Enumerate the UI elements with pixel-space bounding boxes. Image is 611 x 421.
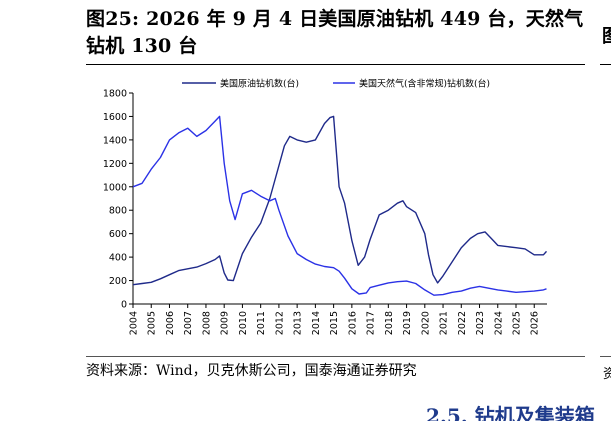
x-tick-label: 2024 bbox=[493, 311, 504, 335]
y-tick-label: 1400 bbox=[103, 135, 127, 146]
x-tick-label: 2007 bbox=[183, 311, 194, 335]
y-tick-label: 1200 bbox=[103, 159, 127, 170]
x-tick-label: 2017 bbox=[366, 311, 377, 335]
x-tick-label: 2012 bbox=[274, 311, 285, 335]
figure-title-line-1: 图25: 2026 年 9 月 4 日美国原油钻机 449 台，天然气 bbox=[86, 8, 584, 30]
x-tick-label: 2022 bbox=[457, 311, 468, 335]
x-tick-label: 2005 bbox=[147, 311, 158, 335]
chart-series bbox=[132, 115, 548, 296]
adjacent-top-rule bbox=[600, 64, 611, 65]
x-tick-label: 2014 bbox=[311, 311, 322, 335]
y-tick-label: 800 bbox=[109, 206, 127, 217]
figure-title: 图25: 2026 年 9 月 4 日美国原油钻机 449 台，天然气 钻机 1… bbox=[86, 6, 586, 60]
x-tick-label: 2008 bbox=[201, 311, 212, 335]
y-tick-label: 1800 bbox=[103, 89, 127, 100]
x-tick-label: 2019 bbox=[402, 311, 413, 335]
series-line-crude-oil-rigs bbox=[132, 115, 548, 286]
bottom-rule bbox=[86, 356, 585, 357]
adjacent-source-fragment: 资 bbox=[603, 367, 611, 382]
x-tick-label: 2009 bbox=[220, 311, 231, 335]
adjacent-bottom-rule bbox=[600, 356, 611, 357]
y-tick-label: 0 bbox=[121, 300, 127, 311]
x-tick-label: 2025 bbox=[511, 311, 522, 335]
x-tick-label: 2026 bbox=[530, 311, 541, 335]
source-note: 资料来源：Wind，贝克休斯公司，国泰海通证券研究 bbox=[86, 363, 417, 379]
x-tick-label: 2006 bbox=[165, 311, 176, 335]
figure-title-line-2: 钻机 130 台 bbox=[86, 35, 198, 57]
x-tick-label: 2004 bbox=[129, 311, 140, 335]
adjacent-figure-title-fragment: 图 bbox=[600, 20, 611, 50]
x-tick-label: 2016 bbox=[347, 311, 358, 335]
x-tick-label: 2023 bbox=[475, 311, 486, 335]
x-tick-label: 2020 bbox=[420, 311, 431, 335]
y-tick-label: 400 bbox=[109, 253, 127, 264]
chart-axes: 0 200 400 600 800 1000 1200 1400 1600 1800 2004 200… bbox=[103, 89, 547, 335]
chart-legend: 美国原油钻机数(台) 美国天然气(含非常规)钻机数(台) bbox=[182, 78, 490, 90]
next-section-heading: 2.5. 钻机及集装箱 bbox=[426, 404, 595, 421]
series-line-natural-gas-rigs bbox=[132, 115, 547, 296]
legend-label-crude-oil: 美国原油钻机数(台) bbox=[220, 78, 299, 90]
x-tick-label: 2011 bbox=[256, 311, 267, 335]
adjacent-title-glyph: 图 bbox=[602, 22, 611, 48]
x-tick-label: 2015 bbox=[329, 311, 340, 335]
x-tick-label: 2018 bbox=[384, 311, 395, 335]
y-tick-label: 600 bbox=[109, 229, 127, 240]
y-tick-label: 1000 bbox=[103, 182, 127, 193]
y-tick-label: 1600 bbox=[103, 112, 127, 123]
x-tick-label: 2010 bbox=[238, 311, 249, 335]
x-tick-label: 2013 bbox=[293, 311, 304, 335]
x-tick-label: 2021 bbox=[439, 311, 450, 335]
legend-label-natural-gas: 美国天然气(含非常规)钻机数(台) bbox=[359, 78, 490, 90]
top-rule bbox=[86, 64, 585, 65]
y-tick-label: 200 bbox=[109, 276, 127, 287]
